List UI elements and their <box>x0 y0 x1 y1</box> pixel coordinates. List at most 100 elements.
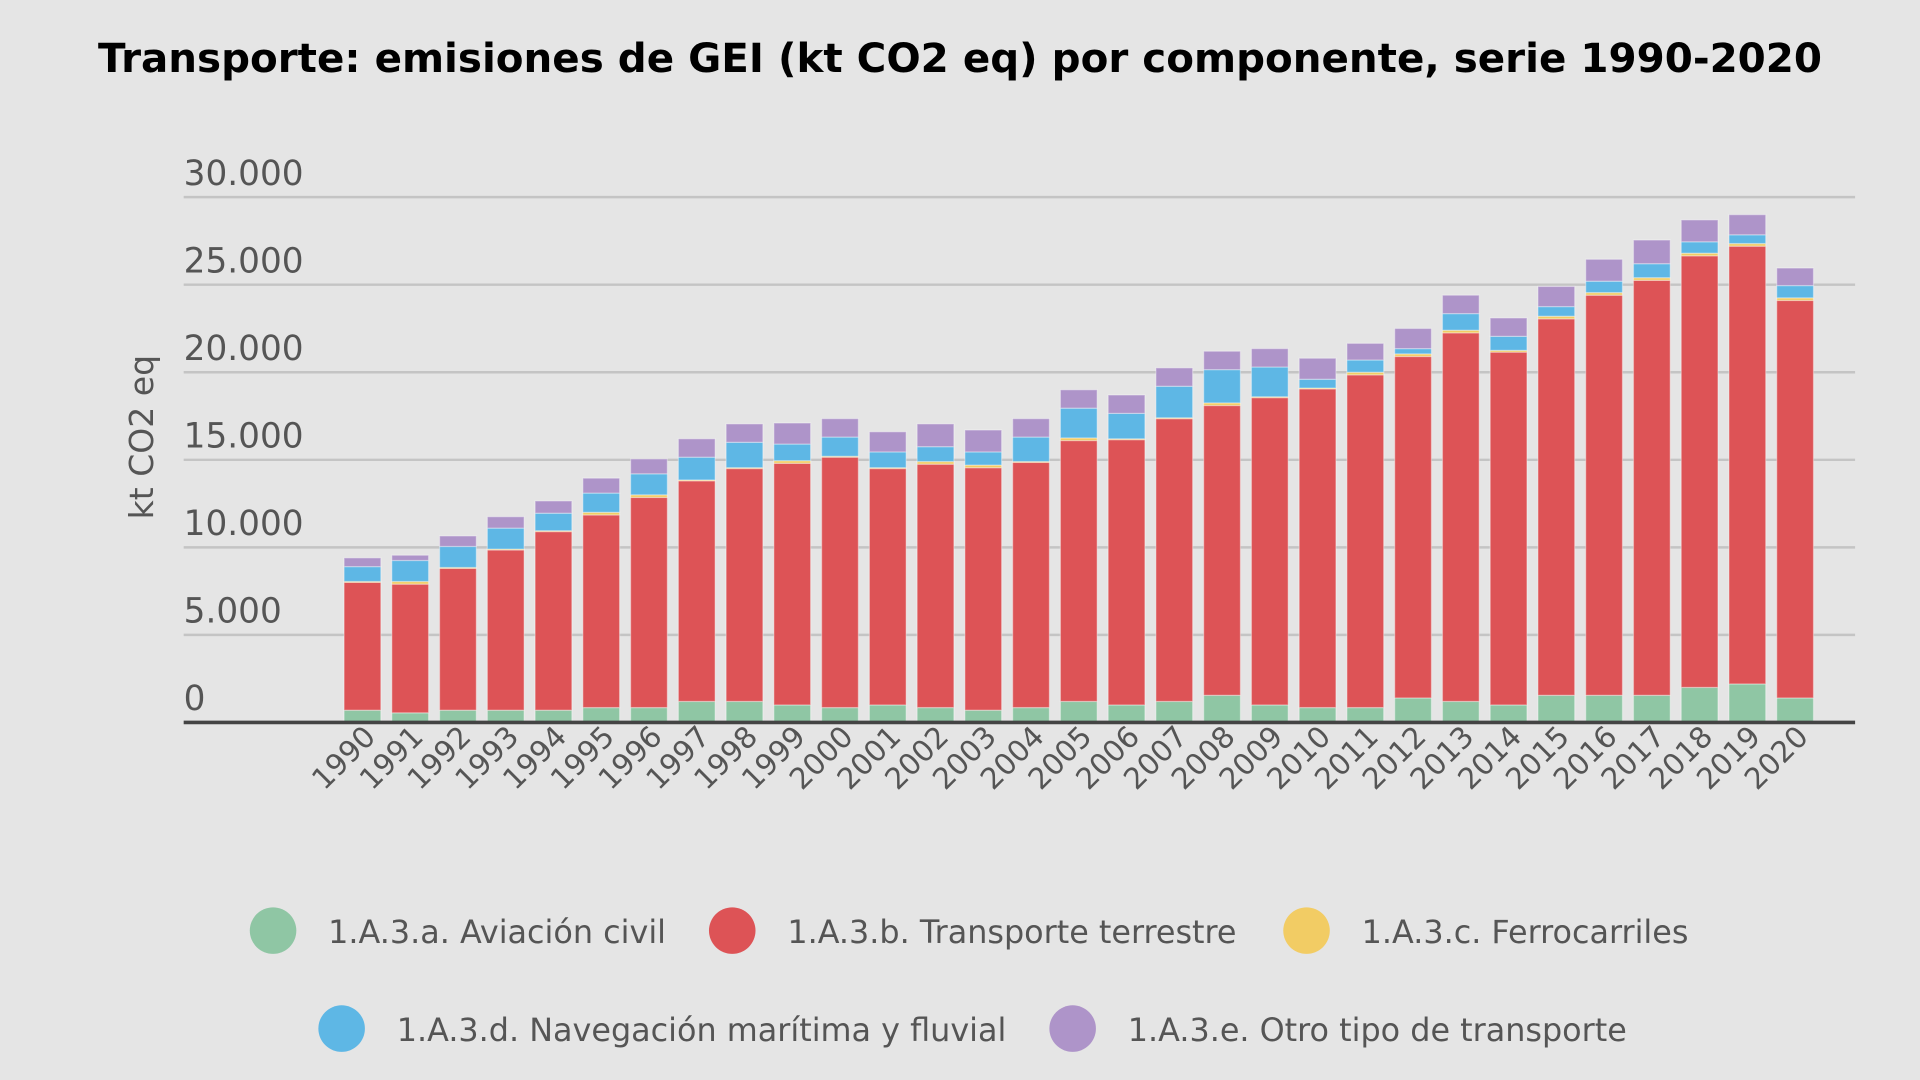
legend-swatch <box>318 1005 365 1052</box>
bar-stack-2007 <box>1155 367 1194 724</box>
bar-stack-2002 <box>916 423 955 724</box>
bar-segment <box>1250 366 1289 398</box>
bar-segment <box>1059 407 1098 439</box>
bar-stack-2001 <box>868 431 907 724</box>
bar-segment <box>438 535 477 548</box>
bar-stack-2019 <box>1728 214 1767 724</box>
bar-segment <box>1394 327 1433 350</box>
bar-segment <box>1585 258 1624 282</box>
bar-segment <box>868 467 907 706</box>
bar-segment <box>1441 294 1480 315</box>
chart-title: Transporte: emisiones de GEI (kt CO2 eq)… <box>98 34 1822 82</box>
bar-segment <box>1728 234 1767 245</box>
bar-stack-2010 <box>1298 357 1337 724</box>
bar-segment <box>1776 697 1815 724</box>
bar-segment <box>677 438 716 458</box>
bar-segment <box>1346 374 1385 709</box>
bar-stack-2009 <box>1250 347 1289 724</box>
bar-segment <box>1441 312 1480 331</box>
bar-segment <box>1107 704 1146 724</box>
bar-segment <box>964 709 1003 724</box>
bar-segment <box>1203 350 1242 371</box>
bar-segment <box>1298 706 1337 724</box>
bar-stack-2014 <box>1489 317 1528 724</box>
bar-segment <box>1441 332 1480 703</box>
bar-stack-2000 <box>821 418 859 724</box>
bar-segment <box>916 446 955 463</box>
bar-stack-1997 <box>677 438 716 724</box>
bar-stack-1999 <box>773 422 812 724</box>
bar-stack-2015 <box>1537 285 1576 724</box>
bar-segment <box>534 512 573 532</box>
bar-segment <box>1298 357 1337 380</box>
bar-segment <box>964 429 1003 453</box>
bar-segment <box>343 709 382 724</box>
legend: 1.A.3.a. Aviación civil 1.A.3.b. Transpor… <box>249 907 1688 1052</box>
bar-stack-2011 <box>1346 342 1385 724</box>
bar-segment <box>916 463 955 709</box>
bar-stack-1993 <box>486 516 525 724</box>
bar-segment <box>1537 694 1576 724</box>
bar-stack-2008 <box>1203 350 1242 724</box>
legend-label: 1.A.3.d. Navegación marítima y fluvial <box>397 1011 1007 1049</box>
bar-segment <box>1632 694 1671 724</box>
bar-stack-1991 <box>391 554 430 724</box>
bar-segment <box>1585 280 1624 294</box>
bar-stack-1994 <box>534 500 573 724</box>
y-tick-label: 25.000 <box>184 241 304 281</box>
bar-segment <box>1059 389 1098 409</box>
bar-segment <box>1250 704 1289 724</box>
bar-segment <box>725 700 764 724</box>
bar-segment <box>391 559 430 583</box>
bar-segment <box>964 467 1003 711</box>
bar-segment <box>1776 299 1815 699</box>
bar-segment <box>630 473 668 496</box>
bar-segment <box>1394 347 1433 355</box>
bar-segment <box>1537 305 1576 317</box>
bar-segment <box>725 423 764 443</box>
bar-segment <box>1394 355 1433 699</box>
bar-segment <box>1012 436 1050 463</box>
bar-segment <box>1728 242 1767 247</box>
legend-item: 1.A.3.a. Aviación civil <box>249 907 666 954</box>
bar-segment <box>916 706 955 724</box>
bar-segment <box>1012 418 1050 438</box>
bar-segment <box>1155 385 1194 419</box>
bar-stack-2006 <box>1107 394 1146 724</box>
bar-segment <box>486 516 525 529</box>
bar-stack-1990 <box>343 557 382 724</box>
bar-segment <box>677 700 716 724</box>
bar-segment <box>677 456 716 481</box>
y-axis-ticks: 0 5.000 10.000 15.000 20.000 25.000 30.000 <box>184 154 304 719</box>
legend-item: 1.A.3.d. Navegación marítima y fluvial <box>318 1005 1006 1052</box>
legend-label: 1.A.3.a. Aviación civil <box>328 913 666 951</box>
bar-segment <box>486 527 525 550</box>
bar-stack-2018 <box>1680 219 1719 724</box>
bar-segment <box>773 704 812 724</box>
bar-segment <box>1155 700 1194 724</box>
bar-segment <box>1680 219 1719 243</box>
bar-segment <box>868 451 907 469</box>
bar-segment <box>391 554 430 562</box>
bar-segment <box>534 709 573 724</box>
bar-segment <box>582 706 621 724</box>
bar-segment <box>630 458 668 475</box>
bars <box>343 214 1815 724</box>
bar-stack-2012 <box>1394 327 1433 724</box>
bar-segment <box>1107 394 1146 415</box>
bar-segment <box>1394 697 1433 724</box>
bar-segment <box>1632 239 1671 265</box>
bar-segment <box>1346 359 1385 373</box>
bar-segment <box>725 467 764 703</box>
bar-segment <box>1346 342 1385 361</box>
bar-segment <box>1728 245 1767 685</box>
bar-stack-1996 <box>630 458 668 724</box>
legend-label: 1.A.3.e. Otro tipo de transporte <box>1128 1011 1627 1049</box>
bar-segment <box>821 418 859 438</box>
bar-segment <box>582 492 621 513</box>
legend-swatch <box>249 907 297 954</box>
bar-segment <box>1776 297 1815 302</box>
bar-segment <box>1250 397 1289 706</box>
y-tick-label: 0 <box>184 679 206 719</box>
